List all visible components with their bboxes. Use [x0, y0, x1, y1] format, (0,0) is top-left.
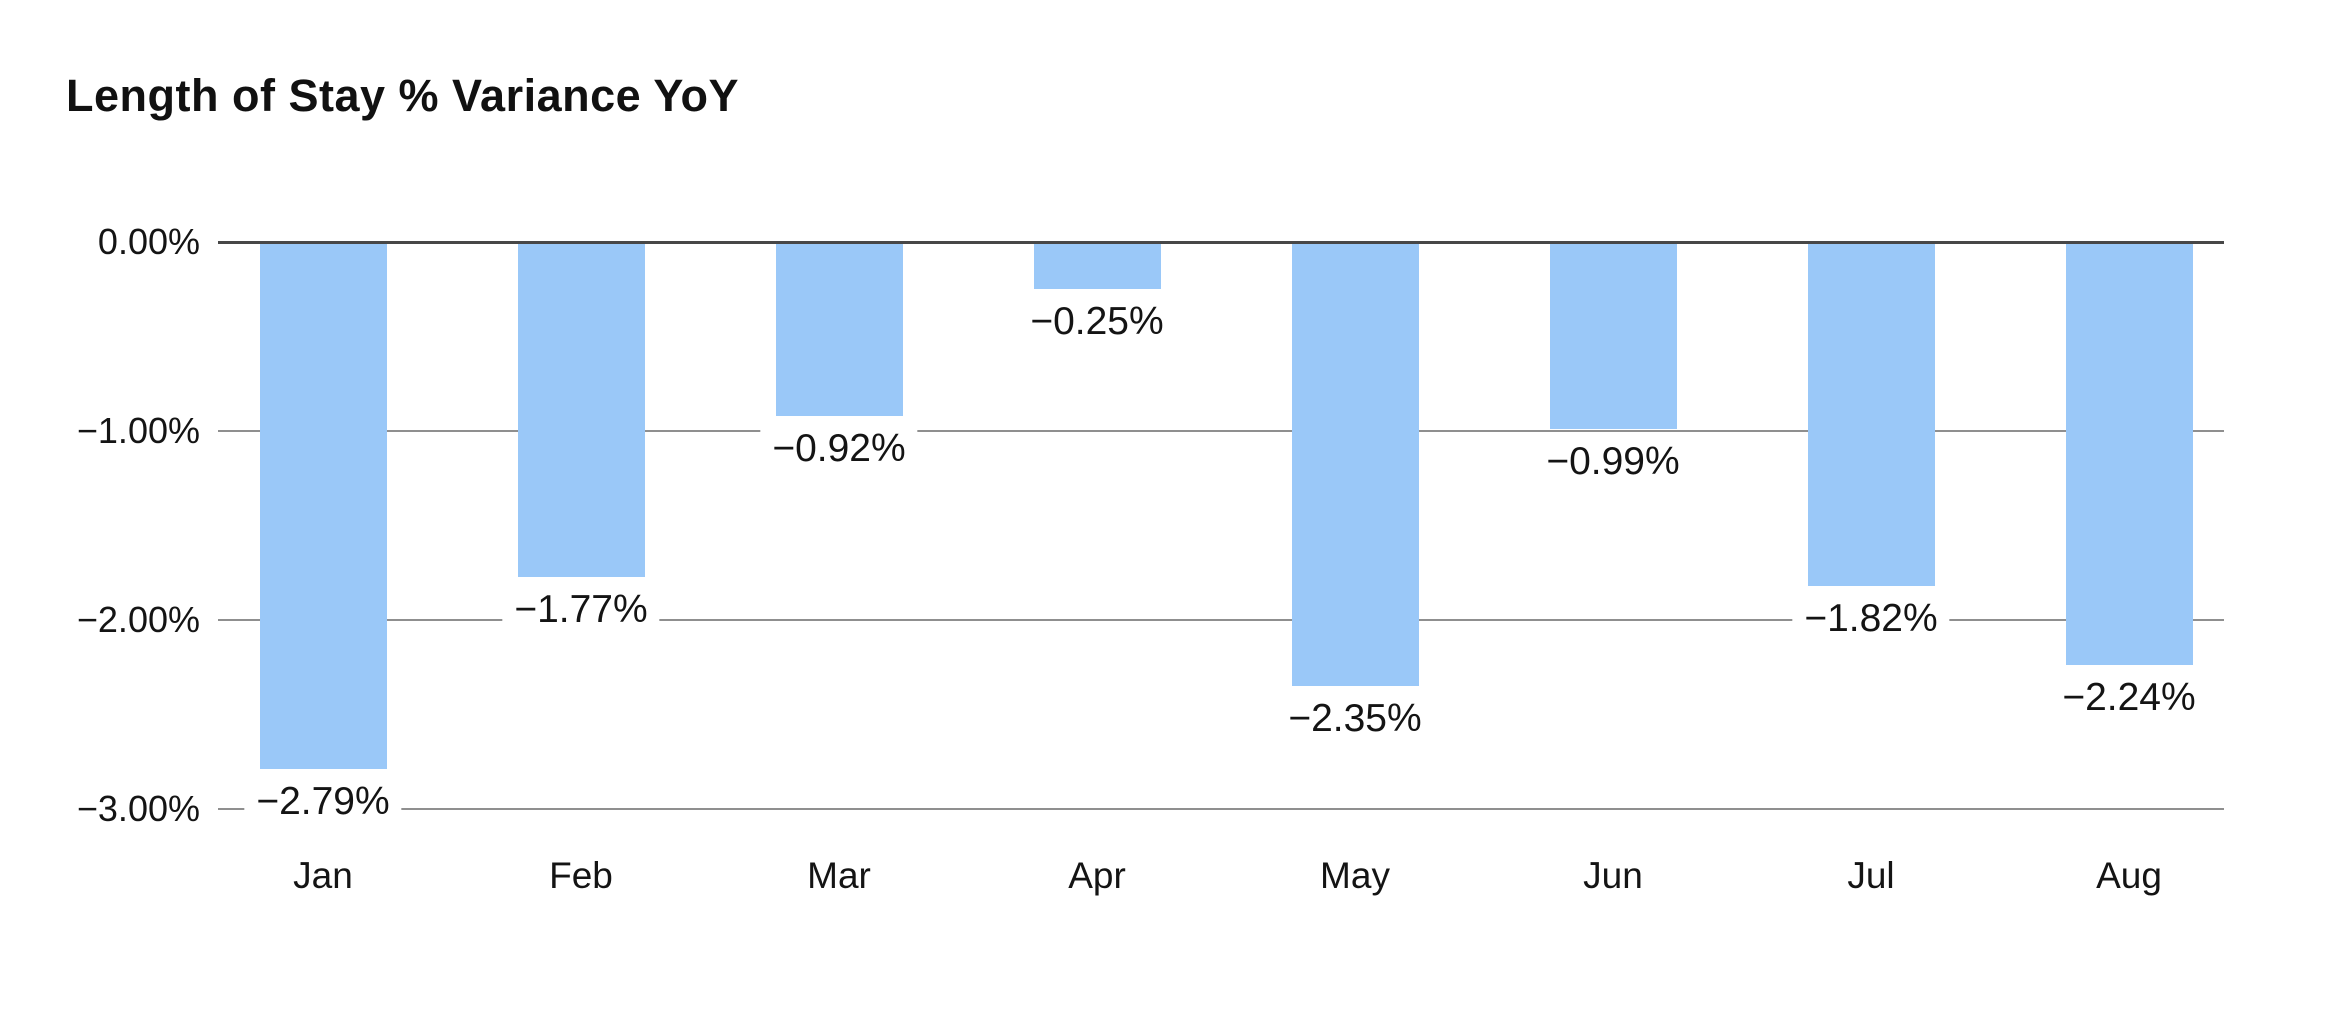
x-axis-label-apr: Apr: [1068, 855, 1126, 896]
x-axis-label-feb: Feb: [549, 855, 613, 896]
bar-jul[interactable]: [1807, 242, 1935, 586]
bar-jan[interactable]: [259, 242, 387, 770]
zero-axis-line: [218, 240, 2224, 244]
value-label-jul: −1.82%: [1792, 593, 1950, 644]
value-label-mar: −0.92%: [760, 423, 918, 474]
chart-title: Length of Stay % Variance YoY: [66, 70, 740, 121]
x-axis-label-jan: Jan: [293, 855, 353, 896]
x-axis-label-jul: Jul: [1847, 855, 1895, 896]
value-label-jun: −0.99%: [1534, 437, 1692, 488]
value-label-jan: −2.79%: [244, 777, 402, 828]
bar-jun[interactable]: [1549, 242, 1677, 430]
x-axis-label-mar: Mar: [807, 855, 871, 896]
bar-apr[interactable]: [1033, 242, 1161, 290]
x-axis-label-may: May: [1320, 855, 1390, 896]
bar-aug[interactable]: [2065, 242, 2193, 666]
value-label-aug: −2.24%: [2050, 673, 2208, 724]
y-axis-tick-label: −1.00%: [76, 410, 200, 451]
bar-feb[interactable]: [517, 242, 645, 577]
x-axis-label-aug: Aug: [2096, 855, 2162, 896]
bar-mar[interactable]: [775, 242, 903, 416]
gridline: [218, 430, 2224, 432]
x-axis-label-jun: Jun: [1583, 855, 1643, 896]
gridline: [218, 619, 2224, 621]
y-axis-tick-label: −3.00%: [76, 788, 200, 829]
value-label-may: −2.35%: [1276, 694, 1434, 745]
value-label-apr: −0.25%: [1018, 297, 1176, 348]
y-axis-tick-label: 0.00%: [97, 221, 200, 262]
value-label-feb: −1.77%: [502, 584, 660, 635]
bar-may[interactable]: [1291, 242, 1419, 687]
gridline: [218, 808, 2224, 810]
y-axis-tick-label: −2.00%: [76, 599, 200, 640]
